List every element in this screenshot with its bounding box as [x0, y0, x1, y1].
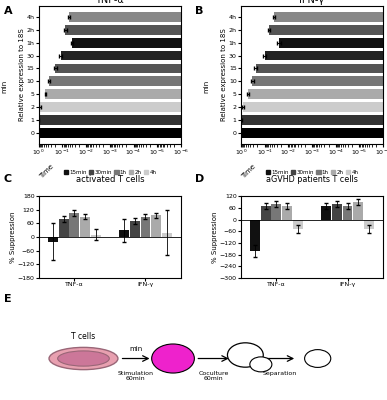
Ellipse shape [58, 351, 109, 366]
Bar [68, 12, 387, 22]
Bar [342, 206, 353, 220]
Bar [48, 237, 58, 242]
Bar [130, 221, 140, 237]
Bar [332, 204, 342, 220]
Legend: 15min, 30min, 1h, 2h, 4h: 15min, 30min, 1h, 2h, 4h [264, 168, 361, 177]
Bar [140, 216, 151, 237]
Bar [119, 230, 129, 237]
Text: A: A [4, 6, 12, 16]
Bar [252, 76, 387, 86]
Y-axis label: % Suppression: % Suppression [212, 211, 218, 263]
Text: MSCs: MSCs [237, 352, 254, 357]
Title: activated T cells: activated T cells [75, 175, 144, 184]
Bar [60, 51, 387, 60]
Bar [248, 89, 387, 99]
Text: Coculture
60min: Coculture 60min [199, 371, 229, 382]
Y-axis label: Relative expression to 18S: Relative expression to 18S [19, 28, 25, 121]
Bar [80, 216, 90, 237]
Text: Time: Time [241, 163, 257, 179]
Bar [59, 219, 68, 237]
Text: min: min [2, 79, 7, 92]
Y-axis label: Relative expression to 18S: Relative expression to 18S [221, 28, 227, 121]
Bar [240, 128, 387, 138]
Text: D: D [195, 174, 205, 184]
Text: T cells: T cells [71, 332, 96, 341]
Bar [353, 202, 363, 220]
Y-axis label: % Suppression: % Suppression [10, 211, 16, 263]
Bar [243, 102, 387, 112]
Text: Tcells: Tcells [310, 356, 325, 361]
Ellipse shape [49, 347, 118, 370]
Circle shape [228, 343, 263, 367]
Bar [250, 220, 260, 251]
Bar [274, 12, 387, 22]
Bar [293, 220, 303, 229]
Bar [91, 235, 101, 237]
Text: E: E [4, 294, 12, 304]
Title: aGVHD patients T cells: aGVHD patients T cells [266, 175, 358, 184]
Text: min: min [204, 79, 209, 92]
Bar [261, 206, 271, 220]
Title: IFN-γ: IFN-γ [299, 0, 325, 5]
Bar [162, 232, 172, 237]
Bar [55, 64, 387, 73]
Text: Time: Time [39, 163, 55, 179]
Bar [271, 204, 281, 220]
Bar [255, 64, 387, 73]
Bar [38, 115, 387, 125]
Text: C: C [4, 174, 12, 184]
Legend: 15min, 30min, 1h, 2h, 4h: 15min, 30min, 1h, 2h, 4h [61, 168, 158, 177]
Text: min: min [129, 346, 142, 352]
Bar [269, 25, 387, 35]
Bar [282, 206, 292, 220]
Circle shape [250, 357, 272, 372]
Circle shape [152, 344, 194, 373]
Text: MSCs: MSCs [163, 356, 184, 362]
Bar [72, 38, 387, 48]
Bar [65, 25, 387, 35]
Bar [279, 38, 387, 48]
Title: TNF-α: TNF-α [96, 0, 124, 5]
Text: B: B [195, 6, 204, 16]
Text: Separation: Separation [263, 371, 297, 376]
Bar [69, 213, 79, 237]
Bar [265, 51, 387, 60]
Bar [151, 216, 161, 237]
Text: Tcells: Tcells [254, 362, 268, 367]
Bar [241, 115, 387, 125]
Bar [40, 102, 387, 112]
Bar [49, 76, 387, 86]
Circle shape [305, 350, 331, 368]
Bar [38, 128, 387, 138]
Bar [364, 220, 374, 229]
Bar [45, 89, 387, 99]
Text: Stimulation
60min: Stimulation 60min [118, 371, 154, 382]
Bar [321, 206, 331, 220]
